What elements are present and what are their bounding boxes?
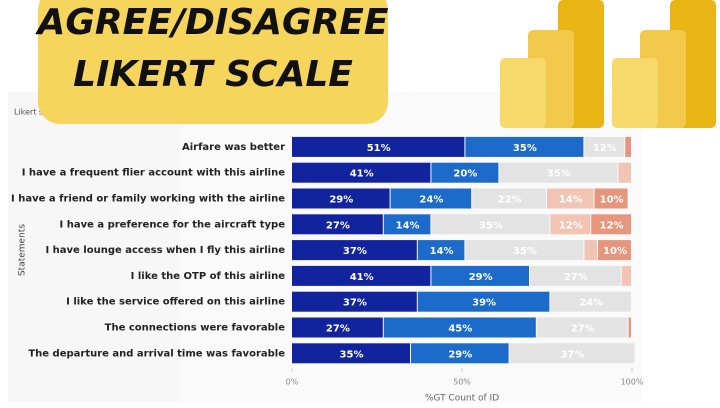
- data-label: 12%: [559, 220, 583, 231]
- bar-segment: [292, 240, 417, 261]
- bar-segment: [550, 291, 631, 312]
- bar-segment: [292, 265, 431, 286]
- title: LIKERT SCALE: [73, 54, 353, 95]
- data-label: 27%: [571, 324, 595, 335]
- bar-segment: [292, 188, 390, 209]
- bar-segment: [547, 188, 594, 209]
- bar-segment: [383, 317, 536, 338]
- y-tick-label: I have lounge access when I fly this air…: [45, 245, 285, 256]
- data-label: 35%: [547, 169, 571, 180]
- legend-title: Likert scale: [14, 108, 60, 117]
- bar-segment: [292, 136, 465, 157]
- title: AGREE/DISAGREE: [35, 2, 389, 43]
- bar-segment: [431, 162, 499, 183]
- data-label: 35%: [479, 220, 503, 231]
- bar-segment: [598, 240, 631, 261]
- data-label: 24%: [419, 195, 443, 206]
- bar-segment: [431, 214, 550, 235]
- data-label: 35%: [513, 143, 537, 154]
- bar-segment: [499, 162, 618, 183]
- bar-segment: [584, 136, 625, 157]
- data-label: 29%: [469, 272, 493, 283]
- bar-segment: [536, 317, 628, 338]
- data-label: 51%: [367, 143, 391, 154]
- y-tick-label: I like the OTP of this airline: [131, 271, 286, 282]
- bar-segment: [383, 214, 431, 235]
- x-axis-label: %GT Count of ID: [425, 394, 499, 404]
- bar-segment: [530, 265, 621, 286]
- x-tick-label: 0%: [286, 378, 299, 387]
- bar-segment: [292, 291, 417, 312]
- y-tick-label: I have a frequent flier account with thi…: [22, 168, 285, 179]
- y-tick-label: I have a preference for the aircraft typ…: [60, 219, 286, 230]
- data-label: 24%: [579, 298, 603, 309]
- y-tick-label: Airfare was better: [182, 142, 285, 153]
- data-label: 35%: [513, 246, 537, 257]
- data-label: 41%: [350, 272, 374, 283]
- x-tick-label: 100%: [621, 378, 644, 387]
- data-label: 20%: [453, 169, 477, 180]
- bar-segment: [594, 188, 628, 209]
- bar-segment: [390, 188, 472, 209]
- data-label: 29%: [448, 349, 472, 360]
- y-tick-label: I have a friend or family working with t…: [11, 194, 285, 205]
- data-label: 10%: [600, 195, 624, 206]
- data-label: 35%: [340, 349, 364, 360]
- data-label: 22%: [498, 195, 522, 206]
- x-tick-label: 50%: [453, 378, 471, 387]
- y-tick-label: The connections were favorable: [105, 323, 286, 334]
- bar-segment: [292, 162, 431, 183]
- data-label: 27%: [564, 272, 588, 283]
- bar-segment: [292, 317, 383, 338]
- data-label: 12%: [593, 143, 617, 154]
- bar-segment: [584, 240, 597, 261]
- bar-segment: [618, 162, 631, 183]
- logo: [500, 0, 716, 128]
- bar-segment: [411, 343, 509, 364]
- data-label: 12%: [600, 220, 624, 231]
- data-label: 41%: [350, 169, 374, 180]
- y-tick-label: The departure and arrival time was favor…: [28, 348, 285, 359]
- title-box: [38, 0, 388, 124]
- bar-segment: [591, 214, 631, 235]
- data-label: 37%: [343, 246, 367, 257]
- data-label: 39%: [472, 298, 496, 309]
- bar-segment: [465, 240, 584, 261]
- data-label: 10%: [603, 246, 627, 257]
- bar-segment: [417, 240, 465, 261]
- data-label: 45%: [448, 324, 472, 335]
- bar-segment: [417, 291, 550, 312]
- bar-segment: [550, 214, 591, 235]
- bar-segment: [292, 343, 410, 364]
- bar-segment: [472, 188, 546, 209]
- bar-segment: [465, 136, 584, 157]
- bar-segment: [628, 317, 631, 338]
- data-label: 29%: [329, 195, 353, 206]
- data-label: 14%: [430, 246, 454, 257]
- bar-segment: [509, 343, 635, 364]
- data-label: 37%: [343, 298, 367, 309]
- bar-segment: [625, 136, 631, 157]
- y-tick-label: I like the service offered on this airli…: [66, 297, 285, 308]
- data-label: 14%: [396, 220, 420, 231]
- data-label: 27%: [326, 324, 350, 335]
- bar-segment: [292, 214, 383, 235]
- data-label: 37%: [561, 349, 585, 360]
- data-label: 14%: [559, 195, 583, 206]
- y-axis-label: Statements: [18, 224, 28, 276]
- data-label: 27%: [326, 220, 350, 231]
- bar-segment: [621, 265, 631, 286]
- bar-segment: [431, 265, 529, 286]
